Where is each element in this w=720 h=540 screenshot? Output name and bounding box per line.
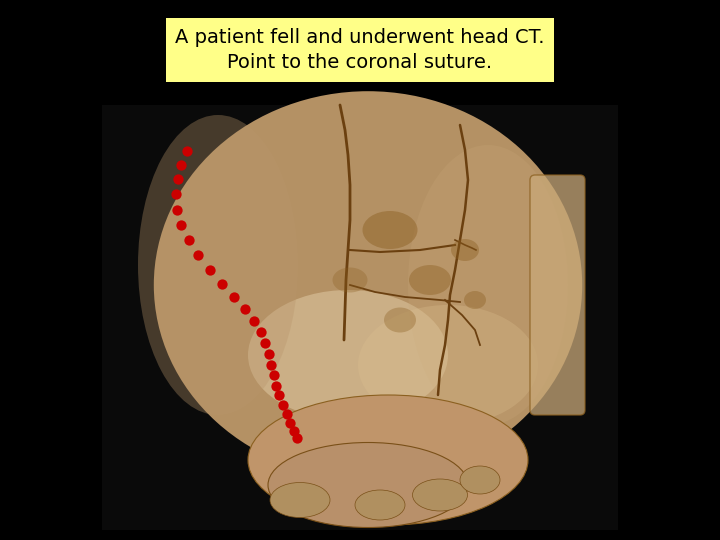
Point [216, 280, 228, 288]
Ellipse shape [243, 182, 489, 405]
Ellipse shape [268, 442, 468, 528]
Ellipse shape [409, 265, 451, 295]
Point [277, 401, 289, 409]
Point [288, 427, 300, 435]
Ellipse shape [384, 307, 416, 333]
Ellipse shape [274, 214, 456, 379]
Ellipse shape [358, 300, 369, 309]
Ellipse shape [180, 118, 555, 457]
Point [284, 418, 296, 427]
Ellipse shape [326, 268, 401, 335]
Ellipse shape [196, 134, 539, 444]
Ellipse shape [248, 187, 484, 401]
Ellipse shape [222, 161, 511, 422]
Point [192, 251, 204, 259]
Ellipse shape [279, 219, 451, 375]
Ellipse shape [311, 252, 418, 348]
Point [266, 361, 277, 369]
Ellipse shape [321, 262, 407, 340]
FancyBboxPatch shape [530, 175, 585, 415]
Ellipse shape [305, 246, 423, 353]
Point [274, 391, 285, 400]
Ellipse shape [332, 273, 396, 331]
Ellipse shape [333, 267, 367, 293]
Ellipse shape [201, 139, 533, 440]
Point [171, 205, 183, 214]
Point [176, 220, 187, 229]
Ellipse shape [347, 289, 379, 318]
Ellipse shape [206, 145, 528, 435]
Ellipse shape [164, 102, 571, 470]
Ellipse shape [253, 193, 478, 396]
Ellipse shape [190, 129, 544, 448]
Ellipse shape [362, 211, 418, 249]
Point [181, 147, 193, 156]
Ellipse shape [316, 257, 413, 344]
Ellipse shape [413, 479, 467, 511]
Ellipse shape [270, 483, 330, 517]
Ellipse shape [353, 294, 374, 314]
Point [292, 434, 303, 443]
Point [248, 316, 260, 325]
Ellipse shape [342, 284, 385, 322]
Ellipse shape [175, 112, 560, 461]
Text: A patient fell and underwent head CT.
Point to the coronal suture.: A patient fell and underwent head CT. Po… [175, 28, 545, 72]
Ellipse shape [233, 171, 500, 414]
Point [268, 371, 279, 380]
Point [281, 410, 292, 418]
Ellipse shape [217, 156, 516, 427]
Point [176, 160, 187, 169]
Point [172, 175, 184, 184]
Ellipse shape [284, 225, 445, 370]
Ellipse shape [295, 235, 434, 361]
Ellipse shape [289, 230, 440, 366]
Ellipse shape [264, 204, 467, 388]
Ellipse shape [169, 107, 566, 466]
Ellipse shape [408, 145, 568, 425]
Ellipse shape [355, 490, 405, 520]
Point [183, 235, 194, 244]
Ellipse shape [300, 241, 429, 357]
Bar [102, 105, 618, 530]
Ellipse shape [159, 97, 577, 475]
Ellipse shape [227, 166, 505, 418]
Ellipse shape [248, 290, 448, 420]
Ellipse shape [154, 91, 582, 479]
Ellipse shape [269, 209, 462, 383]
Ellipse shape [238, 177, 495, 409]
Ellipse shape [464, 291, 486, 309]
Point [259, 339, 271, 348]
Point [228, 293, 240, 301]
Point [255, 328, 266, 336]
Ellipse shape [258, 198, 472, 392]
Point [170, 190, 181, 199]
Ellipse shape [358, 305, 538, 425]
Ellipse shape [185, 123, 549, 453]
Point [263, 350, 274, 359]
Point [239, 305, 251, 313]
Ellipse shape [451, 239, 479, 261]
Ellipse shape [460, 466, 500, 494]
Ellipse shape [337, 278, 390, 327]
Point [204, 266, 215, 274]
Point [271, 381, 282, 390]
Ellipse shape [138, 115, 298, 415]
Ellipse shape [212, 150, 522, 431]
Ellipse shape [248, 395, 528, 525]
